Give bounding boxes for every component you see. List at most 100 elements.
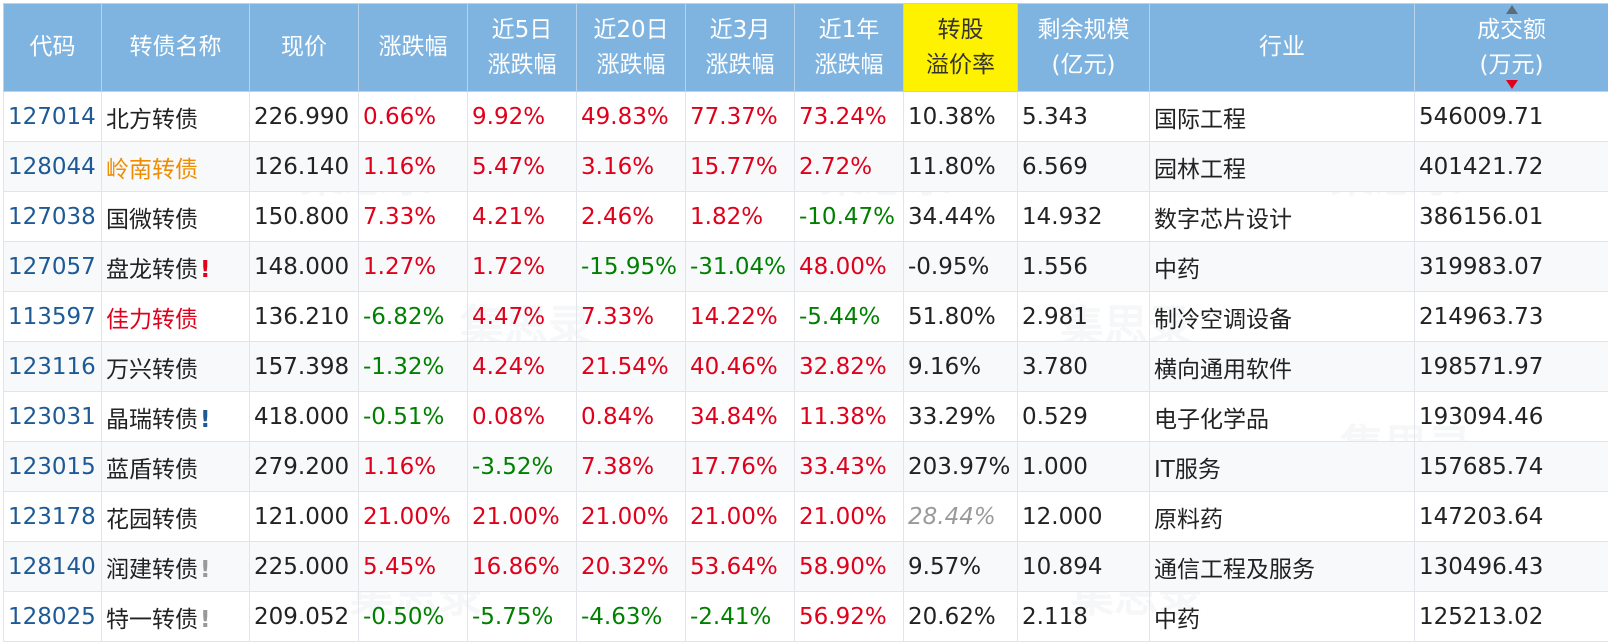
col-header-change[interactable]: 涨跌幅 (359, 4, 468, 92)
cell-5d-value: 0.08% (472, 404, 545, 430)
cell-price-value: 121.000 (254, 504, 349, 530)
cell-premium-value: 20.62% (908, 604, 996, 630)
cell-name[interactable]: 润建转债! (102, 542, 250, 592)
cell-code[interactable]: 128044 (4, 142, 102, 192)
cell-premium: 51.80% (904, 292, 1018, 342)
cell-price: 136.210 (250, 292, 359, 342)
cell-20d-value: 21.54% (581, 354, 669, 380)
cell-volume-value: 157685.74 (1419, 454, 1543, 480)
cell-price: 148.000 (250, 242, 359, 292)
cell-premium-value: 10.38% (908, 104, 996, 130)
cell-5d: 16.86% (468, 542, 577, 592)
cell-name[interactable]: 岭南转债 (102, 142, 250, 192)
cell-industry-value: 中药 (1154, 607, 1200, 633)
cell-change: -6.82% (359, 292, 468, 342)
cell-change: 21.00% (359, 492, 468, 542)
cell-20d: -15.95% (577, 242, 686, 292)
col-header-volume[interactable]: 成交额(万元) (1415, 4, 1608, 92)
cell-code[interactable]: 123116 (4, 342, 102, 392)
col-header-price[interactable]: 现价 (250, 4, 359, 92)
cell-volume: 147203.64 (1415, 492, 1608, 542)
cell-name[interactable]: 盘龙转债! (102, 242, 250, 292)
col-header-code[interactable]: 代码 (4, 4, 102, 92)
cell-name-value: 万兴转债 (106, 357, 198, 383)
cell-5d-value: -5.75% (472, 604, 553, 630)
cell-name[interactable]: 特一转债! (102, 592, 250, 642)
col-header-scale[interactable]: 剩余规模(亿元) (1018, 4, 1150, 92)
cell-code[interactable]: 127057 (4, 242, 102, 292)
cell-code[interactable]: 128025 (4, 592, 102, 642)
cell-name[interactable]: 万兴转债 (102, 342, 250, 392)
cell-20d-value: -4.63% (581, 604, 662, 630)
cell-volume-value: 546009.71 (1419, 104, 1543, 130)
cell-industry-value: 数字芯片设计 (1154, 207, 1292, 233)
cell-price: 150.800 (250, 192, 359, 242)
cell-name[interactable]: 晶瑞转债! (102, 392, 250, 442)
col-header-premium[interactable]: 转股溢价率 (904, 4, 1018, 92)
cell-code[interactable]: 123031 (4, 392, 102, 442)
cell-name[interactable]: 蓝盾转债 (102, 442, 250, 492)
cell-premium-value: 203.97% (908, 454, 1010, 480)
cell-1y-value: 11.38% (799, 404, 887, 430)
cell-3m: 53.64% (686, 542, 795, 592)
warning-icon[interactable]: ! (200, 607, 211, 633)
warning-icon[interactable]: ! (200, 407, 211, 433)
cell-change: -0.51% (359, 392, 468, 442)
cell-scale: 1.556 (1018, 242, 1150, 292)
cell-code[interactable]: 128140 (4, 542, 102, 592)
cell-scale-value: 2.118 (1022, 604, 1088, 630)
col-header-3m[interactable]: 近3月涨跌幅 (686, 4, 795, 92)
cell-price: 157.398 (250, 342, 359, 392)
warning-icon[interactable]: ! (200, 557, 211, 583)
cell-premium: 203.97% (904, 442, 1018, 492)
col-header-name[interactable]: 转债名称 (102, 4, 250, 92)
header-row: 代码 转债名称 现价 涨跌幅 近5日涨跌幅 近20日涨跌幅 近3月涨跌幅 近1年… (4, 4, 1608, 92)
cell-name[interactable]: 国微转债 (102, 192, 250, 242)
cell-industry-value: 原料药 (1154, 507, 1223, 533)
cell-3m-value: -2.41% (690, 604, 771, 630)
cell-industry: 数字芯片设计 (1150, 192, 1415, 242)
warning-icon[interactable]: ! (200, 257, 211, 283)
cell-change: -1.32% (359, 342, 468, 392)
bond-table: 代码 转债名称 现价 涨跌幅 近5日涨跌幅 近20日涨跌幅 近3月涨跌幅 近1年… (3, 3, 1608, 642)
cell-name-value: 蓝盾转债 (106, 457, 198, 483)
cell-name[interactable]: 佳力转债 (102, 292, 250, 342)
cell-name[interactable]: 花园转债 (102, 492, 250, 542)
cell-5d: 1.72% (468, 242, 577, 292)
col-header-1y[interactable]: 近1年涨跌幅 (795, 4, 904, 92)
cell-3m-value: 40.46% (690, 354, 778, 380)
cell-code[interactable]: 127038 (4, 192, 102, 242)
cell-code-value: 128025 (8, 604, 96, 630)
cell-1y: -10.47% (795, 192, 904, 242)
cell-price-value: 136.210 (254, 304, 349, 330)
col-header-industry[interactable]: 行业 (1150, 4, 1415, 92)
sort-ascending-icon[interactable] (1506, 5, 1518, 14)
cell-20d-value: 21.00% (581, 504, 669, 530)
cell-code[interactable]: 113597 (4, 292, 102, 342)
cell-code[interactable]: 123178 (4, 492, 102, 542)
cell-industry-value: 制冷空调设备 (1154, 307, 1292, 333)
cell-code[interactable]: 127014 (4, 92, 102, 142)
cell-code-value: 123178 (8, 504, 96, 530)
cell-1y: 21.00% (795, 492, 904, 542)
col-header-20d[interactable]: 近20日涨跌幅 (577, 4, 686, 92)
cell-name-value: 晶瑞转债 (106, 407, 198, 433)
cell-industry: IT服务 (1150, 442, 1415, 492)
cell-code[interactable]: 123015 (4, 442, 102, 492)
col-header-5d[interactable]: 近5日涨跌幅 (468, 4, 577, 92)
sort-descending-icon[interactable] (1506, 80, 1518, 89)
cell-name[interactable]: 北方转债 (102, 92, 250, 142)
cell-code-value: 128044 (8, 154, 96, 180)
cell-volume-value: 130496.43 (1419, 554, 1543, 580)
